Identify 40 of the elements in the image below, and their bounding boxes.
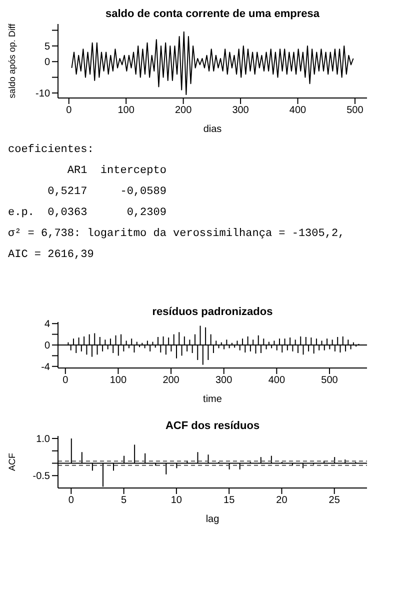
x-tick-label: 200 <box>162 375 180 386</box>
x-tick-label: 400 <box>268 375 286 386</box>
x-tick-label: 10 <box>170 495 182 506</box>
text: coeficientes: <box>8 143 95 158</box>
x-axis-title: time <box>203 394 222 405</box>
x-tick-label: 0 <box>62 375 69 386</box>
x-axis-title: lag <box>206 514 220 525</box>
x-tick-label: 15 <box>224 495 236 506</box>
chart-title: saldo de conta corrente de uma empresa <box>104 8 320 20</box>
text: e.p. 0,0363 0,2309 <box>8 206 168 221</box>
x-tick-label: 500 <box>346 105 364 116</box>
y-axis-title: ACF <box>7 452 18 471</box>
x-tick-label: 0 <box>68 495 74 506</box>
x-tick-label: 100 <box>118 105 135 116</box>
text: AR1 intercepto <box>66 164 168 179</box>
x-tick-label: 0 <box>66 105 72 116</box>
y-tick-label: 4 <box>44 319 50 330</box>
x-axis-title: dias <box>203 124 222 135</box>
x-tick-label: 300 <box>216 375 233 386</box>
text: σ² = 6,738: logaritmo da verossimilhança = -1305,2, <box>8 227 346 242</box>
text: 0,5217 -0,0589 <box>46 185 168 200</box>
text: AIC = 2616,39 <box>8 248 95 263</box>
x-tick-label: 400 <box>289 105 307 116</box>
x-tick-label: 500 <box>321 375 338 386</box>
y-tick-label: -10 <box>36 88 50 100</box>
y-tick-label: 1.0 <box>36 434 50 446</box>
x-tick-label: 25 <box>328 495 340 506</box>
chart-title: resíduos padronizados <box>151 306 274 318</box>
y-tick-label: 0 <box>44 57 50 68</box>
x-tick-label: 100 <box>110 375 127 386</box>
x-tick-label: 300 <box>232 105 250 116</box>
y-tick-label: -4 <box>41 362 50 373</box>
x-tick-label: 20 <box>276 495 288 506</box>
x-tick-label: 200 <box>174 105 192 116</box>
x-tick-label: 5 <box>121 495 128 506</box>
y-axis-title: saldo após op. Diff <box>7 23 18 98</box>
y-tick-label: 5 <box>44 42 50 52</box>
y-tick-label: 0 <box>44 340 50 352</box>
y-tick-label: -0.5 <box>32 471 50 482</box>
chart-title: ACF dos resíduos <box>164 420 261 432</box>
